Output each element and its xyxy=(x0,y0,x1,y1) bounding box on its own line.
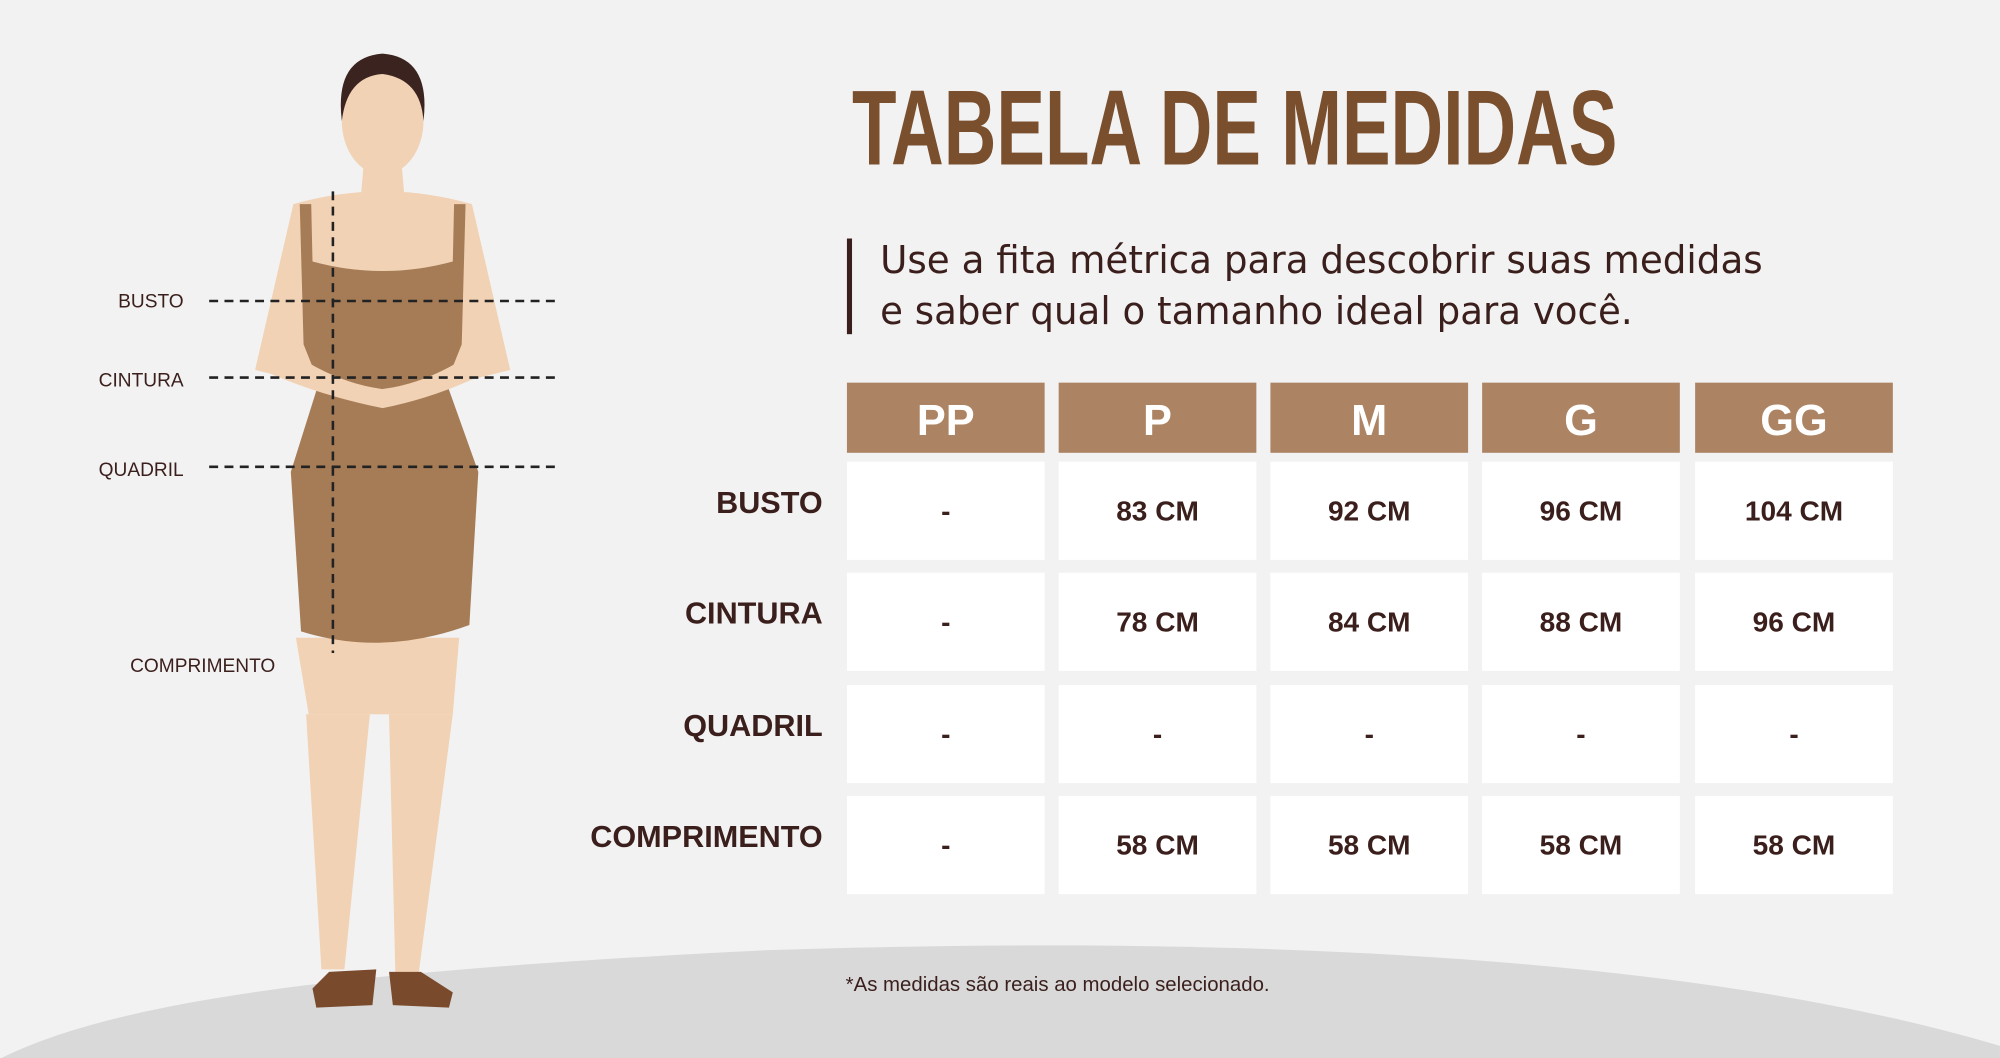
table-cell xyxy=(846,461,1045,560)
figure-label: CINTURA xyxy=(99,370,184,391)
table-cell xyxy=(1058,572,1257,671)
table-cell xyxy=(1270,572,1469,671)
header-label: PP xyxy=(917,397,975,445)
cell-value: - xyxy=(1789,719,1798,750)
table-cell xyxy=(1058,795,1257,895)
table-cell xyxy=(1058,461,1257,560)
cell-value: 96 CM xyxy=(1540,495,1623,526)
model-illustration xyxy=(209,53,559,1008)
table-cell xyxy=(1058,684,1257,784)
cell-value: 58 CM xyxy=(1328,830,1411,861)
header-cell xyxy=(1695,382,1893,453)
row-label: COMPRIMENTO xyxy=(590,820,822,854)
subtitle: e saber qual o tamanho ideal para você. xyxy=(880,289,1633,334)
row-label: CINTURA xyxy=(685,597,823,631)
figure-label: COMPRIMENTO xyxy=(130,656,275,677)
cell-value: 96 CM xyxy=(1753,606,1836,637)
cell-value: 58 CM xyxy=(1753,830,1836,861)
table-cell xyxy=(1482,572,1680,671)
table-cell xyxy=(846,684,1045,784)
table-cell xyxy=(1482,461,1680,560)
row-label: QUADRIL xyxy=(683,709,822,743)
table-cell xyxy=(1695,572,1893,671)
cell-value: 58 CM xyxy=(1540,830,1623,861)
cell-value: 84 CM xyxy=(1328,606,1411,637)
cell-value: - xyxy=(941,495,950,526)
table-cell xyxy=(1270,795,1469,895)
table-cell xyxy=(846,795,1045,895)
header-cell xyxy=(846,382,1045,453)
footnote: *As medidas são reais ao modelo selecion… xyxy=(846,974,1270,996)
cell-value: - xyxy=(941,606,950,637)
cell-value: - xyxy=(941,830,950,861)
header-label: GG xyxy=(1760,397,1827,445)
table-cell xyxy=(1482,684,1680,784)
header-label: M xyxy=(1351,397,1387,445)
subtitle-bar xyxy=(846,238,853,335)
cell-value: 104 CM xyxy=(1745,495,1843,526)
table-cell xyxy=(1270,461,1469,560)
header-cell xyxy=(1482,382,1680,453)
header-label: G xyxy=(1564,397,1598,445)
cell-value: 92 CM xyxy=(1328,495,1411,526)
cell-value: - xyxy=(1576,719,1585,750)
table-cell xyxy=(1695,461,1893,560)
cell-value: - xyxy=(1365,719,1374,750)
header-cell xyxy=(1058,382,1257,453)
row-label: BUSTO xyxy=(716,486,823,520)
table-cell xyxy=(1695,684,1893,784)
table-cell xyxy=(1270,684,1469,784)
cell-value: 78 CM xyxy=(1116,606,1199,637)
cell-value: 88 CM xyxy=(1540,606,1623,637)
header-label: P xyxy=(1143,397,1172,445)
table-cell xyxy=(846,572,1045,671)
cell-value: - xyxy=(1153,719,1162,750)
header-cell xyxy=(1270,382,1469,453)
subtitle: Use a fita métrica para descobrir suas m… xyxy=(880,238,1763,283)
table-cell xyxy=(1695,795,1893,895)
figure-label: BUSTO xyxy=(118,291,184,312)
cell-value: 83 CM xyxy=(1116,495,1199,526)
title: TABELA DE MEDIDAS xyxy=(852,68,1617,188)
floor xyxy=(1,945,2000,1058)
figure-label: QUADRIL xyxy=(99,460,184,481)
cell-value: 58 CM xyxy=(1116,830,1199,861)
cell-value: - xyxy=(941,719,950,750)
table-cell xyxy=(1482,795,1680,895)
